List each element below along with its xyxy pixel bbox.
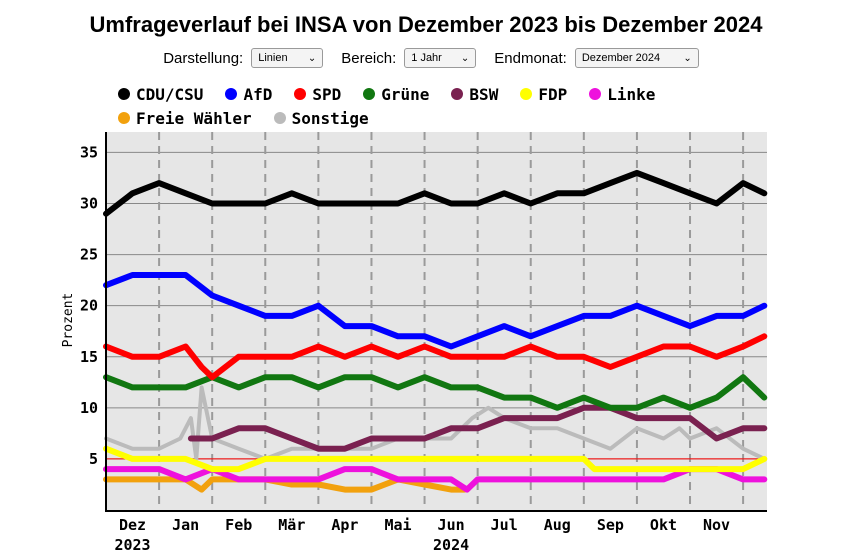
chart-legend: CDU/CSU AfD SPD Grüne BSW FDP Linke Freie Wähl… xyxy=(118,82,758,130)
chevron-down-icon: ⌄ xyxy=(307,52,317,64)
legend-item[interactable]: Linke xyxy=(589,85,655,104)
legend-label: CDU/CSU xyxy=(136,84,204,104)
y-tick-label: 35 xyxy=(80,143,98,161)
legend-label: FDP xyxy=(538,84,568,104)
y-axis-label: Prozent xyxy=(61,293,76,348)
y-tick-label: 10 xyxy=(80,399,98,417)
series-line xyxy=(103,333,768,381)
x-tick-year-label: 2023 xyxy=(114,536,150,554)
darstellung-select[interactable]: Linien ⌄ xyxy=(251,48,324,68)
legend-item[interactable]: Sonstige xyxy=(273,108,369,128)
chart-title: Umfrageverlauf bei INSA von Dezember 202… xyxy=(89,12,763,37)
legend-row: CDU/CSU AfD SPD Grüne BSW FDP Linke xyxy=(118,82,758,106)
legend-item[interactable]: AfD xyxy=(225,85,272,104)
chevron-down-icon: ⌄ xyxy=(460,52,470,64)
legend-item[interactable]: BSW xyxy=(451,85,498,104)
series-line xyxy=(103,169,768,217)
legend-dot-icon xyxy=(589,88,602,100)
y-tick-label: 20 xyxy=(80,297,98,315)
legend-item[interactable]: FDP xyxy=(520,85,567,104)
bereich-label: Bereich: xyxy=(341,49,397,67)
series-line xyxy=(187,404,768,452)
legend-row: Freie Wähler Sonstige xyxy=(118,106,758,130)
legend-item[interactable]: SPD xyxy=(294,85,341,104)
x-tick-label: Mär xyxy=(278,516,305,534)
legend-dot-icon xyxy=(118,88,130,100)
legend-dot-icon xyxy=(118,112,130,124)
endmonat-select[interactable]: Dezember 2024 ⌄ xyxy=(574,48,699,68)
y-tick-label: 30 xyxy=(80,195,98,213)
x-tick-label: Okt xyxy=(650,516,677,534)
controls-bar: Darstellung: Linien ⌄ Bereich: 1 Jahr ⌄ … xyxy=(0,48,852,68)
plot-area xyxy=(106,132,767,510)
x-tick-label: Jun xyxy=(438,516,465,534)
series-line xyxy=(103,445,768,473)
legend-item[interactable]: CDU/CSU xyxy=(118,85,203,104)
x-tick-label: Jan xyxy=(172,516,199,534)
x-tick-label: Feb xyxy=(225,516,252,534)
y-tick-label: 5 xyxy=(89,450,98,468)
legend-label: Grüne xyxy=(381,84,430,104)
endmonat-label: Endmonat: xyxy=(494,49,567,67)
x-tick-label: Aug xyxy=(544,516,571,534)
x-tick-label: Mai xyxy=(384,516,411,534)
x-tick-year-label: 2024 xyxy=(433,536,469,554)
y-tick-label: 15 xyxy=(80,348,98,366)
legend-label: SPD xyxy=(312,84,342,104)
legend-item[interactable]: Freie Wähler xyxy=(118,109,252,128)
y-tick-label: 25 xyxy=(80,246,98,264)
endmonat-value: Dezember 2024 xyxy=(581,52,661,64)
series-line xyxy=(103,374,768,411)
legend-dot-icon xyxy=(273,112,286,124)
x-tick-label: Dez xyxy=(119,516,146,534)
x-tick-label: Nov xyxy=(703,516,730,534)
bereich-value: 1 Jahr xyxy=(411,52,442,64)
legend-label: Linke xyxy=(607,84,656,104)
bereich-select[interactable]: 1 Jahr ⌄ xyxy=(404,48,477,68)
legend-label: BSW xyxy=(469,84,499,104)
x-tick-label: Sep xyxy=(597,516,624,534)
legend-dot-icon xyxy=(225,88,238,100)
legend-item[interactable]: Grüne xyxy=(363,85,429,104)
legend-label: Sonstige xyxy=(291,108,369,128)
legend-dot-icon xyxy=(520,88,533,100)
series-line xyxy=(103,466,768,493)
darstellung-label: Darstellung: xyxy=(163,49,244,67)
chevron-down-icon: ⌄ xyxy=(683,52,692,64)
legend-dot-icon xyxy=(294,88,307,100)
legend-dot-icon xyxy=(363,88,376,100)
x-tick-label: Jul xyxy=(491,516,518,534)
darstellung-value: Linien xyxy=(258,52,288,64)
legend-dot-icon xyxy=(451,88,464,100)
legend-label: AfD xyxy=(243,84,273,104)
series-line xyxy=(103,272,768,350)
legend-label: Freie Wähler xyxy=(136,108,252,128)
x-tick-label: Apr xyxy=(331,516,358,534)
